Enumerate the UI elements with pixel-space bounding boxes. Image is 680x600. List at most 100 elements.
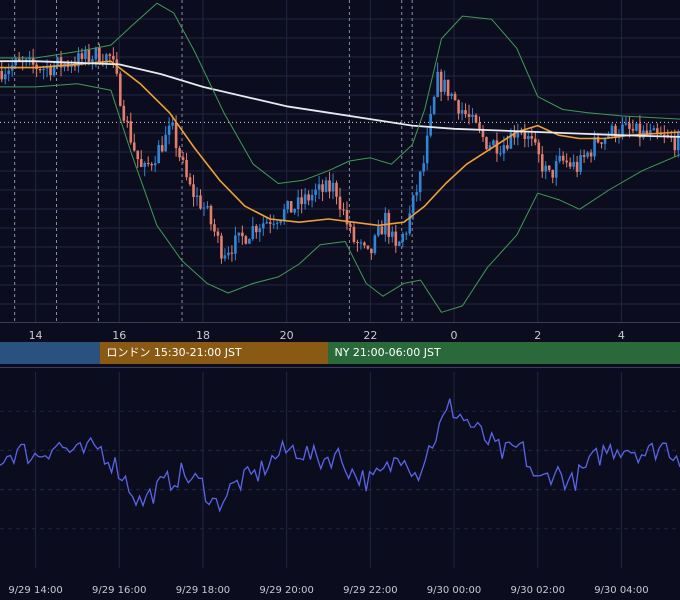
time-tick-label: 9/29 16:00 — [92, 585, 146, 596]
candle-up — [408, 213, 412, 234]
price-pane — [0, 2, 680, 313]
candle-down — [673, 137, 677, 151]
time-tick-label: 9/29 22:00 — [343, 585, 397, 596]
candle-down — [349, 224, 352, 227]
candle-down — [485, 137, 488, 150]
candle-up — [554, 161, 558, 178]
oscillator-pane — [0, 398, 680, 513]
candle-down — [87, 49, 91, 62]
candle-up — [502, 145, 506, 154]
candle-up — [45, 66, 49, 69]
candle-up — [652, 128, 656, 131]
oscillator-pane-grid — [0, 367, 680, 568]
candle-up — [317, 184, 321, 190]
candle-down — [289, 201, 293, 213]
candle-down — [178, 148, 181, 158]
candle-down — [230, 252, 234, 254]
time-tick-label: 14 — [29, 329, 43, 342]
candle-down — [366, 245, 370, 249]
oscillator-time-axis: 9/29 14:00 9/29 16:00 9/29 18:00 9/29 20:00… — [8, 585, 648, 596]
candle-down — [533, 138, 537, 143]
candle-up — [377, 226, 380, 236]
candle-down — [530, 136, 534, 139]
candle-down — [307, 194, 310, 201]
candle-up — [202, 207, 206, 209]
time-tick-label: 9/30 02:00 — [510, 585, 564, 596]
candle-up — [404, 233, 408, 235]
candle-up — [422, 163, 425, 172]
candle-up — [157, 145, 160, 164]
candle-down — [474, 114, 478, 123]
candle-up — [558, 155, 561, 162]
candle-up — [261, 223, 265, 229]
candle-up — [418, 171, 422, 193]
session-band — [0, 342, 101, 364]
candle-down — [363, 242, 366, 246]
candle-down — [122, 105, 126, 121]
time-tick-label: 20 — [280, 329, 294, 342]
candle-up — [248, 239, 251, 244]
candle-up — [384, 212, 387, 235]
time-tick-label: 9/30 04:00 — [594, 585, 648, 596]
candle-up — [70, 65, 73, 68]
candle-down — [568, 162, 572, 167]
bollinger-upper-line — [0, 2, 680, 184]
candle-down — [478, 122, 481, 129]
candle-up — [621, 124, 624, 135]
candle-down — [596, 137, 600, 143]
candle-down — [638, 123, 642, 138]
time-tick-label: 2 — [534, 329, 541, 342]
candle-up — [425, 135, 429, 164]
candle-up — [42, 68, 45, 71]
candle-down — [561, 155, 565, 161]
candle-down — [551, 169, 555, 178]
time-tick-label: 9/30 00:00 — [427, 585, 481, 596]
time-tick-label: 4 — [618, 329, 625, 342]
candle-down — [268, 222, 272, 224]
candle-up — [436, 71, 439, 97]
candle-down — [464, 110, 467, 115]
candle-down — [108, 54, 112, 56]
candle-up — [279, 220, 283, 223]
candle-up — [310, 194, 314, 201]
time-tick-label: 9/29 18:00 — [176, 585, 230, 596]
candle-down — [321, 184, 324, 192]
candle-down — [663, 134, 666, 136]
candle-up — [649, 130, 652, 135]
candle-up — [7, 70, 11, 75]
moving-average-slow-line — [0, 60, 680, 138]
candle-down — [656, 128, 659, 134]
candle-up — [610, 125, 614, 136]
candle-up — [607, 135, 610, 138]
candle-down — [132, 142, 136, 151]
candle-up — [373, 235, 377, 254]
candle-up — [153, 163, 157, 166]
candle-up — [52, 65, 56, 76]
candle-down — [338, 196, 342, 210]
candle-down — [0, 70, 4, 80]
candle-up — [471, 114, 474, 117]
candle-up — [258, 228, 262, 233]
candle-down — [439, 71, 443, 92]
candle-up — [516, 132, 520, 138]
candle-up — [411, 195, 415, 214]
candle-down — [213, 224, 216, 232]
bollinger-lower-line — [0, 83, 680, 313]
candle-up — [167, 125, 171, 135]
candle-down — [394, 231, 398, 246]
candle-up — [527, 136, 530, 139]
candle-up — [544, 165, 548, 172]
candle-up — [206, 205, 209, 208]
candle-up — [3, 74, 7, 80]
candle-up — [251, 226, 255, 240]
candle-up — [272, 223, 276, 225]
candle-down — [328, 180, 331, 192]
candle-down — [481, 128, 485, 138]
time-tick-label: 16 — [112, 329, 126, 342]
candle-up — [331, 182, 335, 192]
session-band: ロンドン 15:30-21:00 JST — [100, 342, 329, 364]
candle-up — [237, 232, 241, 236]
candle-down — [38, 69, 42, 71]
candle-down — [523, 132, 527, 139]
